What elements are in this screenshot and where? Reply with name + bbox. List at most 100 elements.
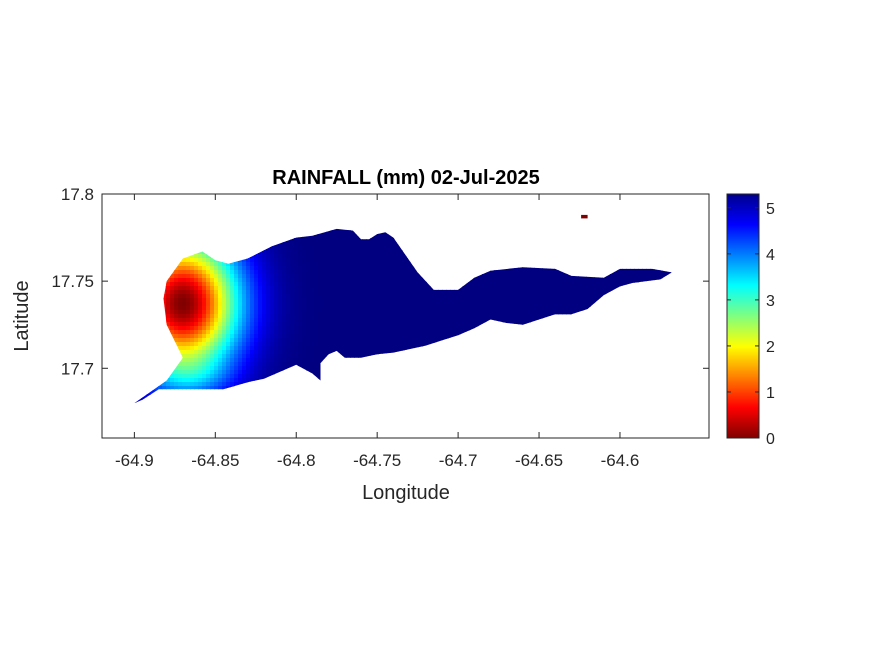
field-cell [230,358,235,363]
field-cell [410,326,415,331]
field-cell [218,314,223,319]
field-cell [334,228,339,231]
field-cell [306,246,311,251]
field-cell [210,298,215,303]
field-cell [362,286,367,291]
field-cell [310,338,315,343]
field-cell [338,294,343,299]
field-cell [258,362,263,367]
field-cell [342,350,347,355]
field-cell [326,286,331,291]
field-cell [314,254,319,259]
field-cell [194,354,199,359]
field-cell [410,270,415,275]
field-cell [318,334,323,339]
field-cell [406,266,411,271]
field-cell [254,270,259,275]
field-cell [238,374,243,379]
field-cell [290,310,295,315]
field-cell [190,354,195,359]
field-cell [174,266,179,271]
field-cell [286,322,291,327]
field-cell [338,330,343,335]
field-cell [402,306,407,311]
field-cell [330,274,335,279]
field-cell [342,298,347,303]
field-cell [370,242,375,247]
field-cell [366,242,371,247]
field-cell [270,342,275,347]
field-cell [178,274,183,279]
field-cell [390,282,395,287]
field-cell [214,294,219,299]
field-cell [190,254,195,259]
field-cell [222,290,227,295]
field-cell [210,314,215,319]
field-cell [214,314,219,319]
field-cell [334,346,339,351]
field-cell [238,266,243,271]
field-cell [374,262,379,267]
field-cell [258,298,263,303]
field-cell [402,298,407,303]
field-cell [190,266,195,271]
field-cell [366,302,371,307]
field-cell [386,290,391,295]
field-cell [242,302,247,307]
field-cell [382,254,387,259]
field-cell [418,306,423,311]
field-cell [374,238,379,243]
field-cell [246,354,251,359]
field-cell [346,234,351,239]
field-cell [398,262,403,267]
field-cell [294,254,299,259]
field-cell [386,274,391,279]
field-cell [318,338,323,343]
field-cell [262,330,267,335]
field-cell [246,330,251,335]
field-cell [186,286,191,291]
field-cell [214,366,219,371]
field-cell [178,350,183,355]
field-cell [290,362,295,367]
field-cell [318,362,323,367]
field-cell [414,294,419,299]
field-cell [418,310,423,315]
field-cell [278,266,283,271]
field-cell [206,294,211,299]
field-cell [238,378,243,383]
field-cell [278,334,283,339]
field-cell [422,290,427,295]
field-cell [310,370,315,375]
field-cell [294,278,299,283]
field-cell [394,274,399,279]
field-cell [278,290,283,295]
field-cell [246,290,251,295]
field-cell [170,310,175,315]
field-cell [258,358,263,363]
field-cell [190,294,195,299]
field-cell [330,262,335,267]
field-cell [394,278,399,283]
field-cell [326,338,331,343]
field-cell [190,286,195,291]
field-cell [238,322,243,327]
field-cell [170,302,175,307]
field-cell [178,338,183,343]
field-cell [258,250,263,255]
field-cell [222,366,227,371]
field-cell [378,250,383,255]
field-cell [374,326,379,331]
field-cell [270,250,275,255]
field-cell [338,334,343,339]
field-cell [418,282,423,287]
field-cell [262,250,267,255]
field-cell [406,322,411,327]
field-cell [382,234,387,239]
field-cell [326,246,331,251]
field-cell [346,290,351,295]
field-cell [246,286,251,291]
field-cell [274,326,279,331]
field-cell [386,266,391,271]
field-cell [374,270,379,275]
